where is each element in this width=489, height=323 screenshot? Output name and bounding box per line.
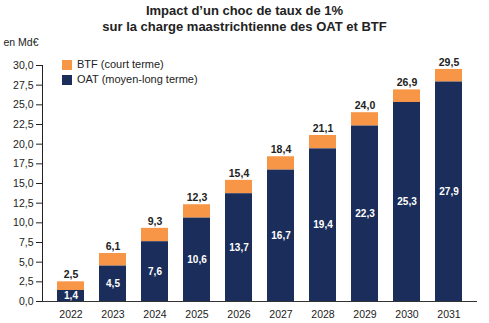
svg-text:22,3: 22,3: [355, 208, 375, 219]
svg-text:26,9: 26,9: [397, 76, 418, 88]
svg-text:2026: 2026: [227, 308, 251, 320]
svg-text:25,3: 25,3: [397, 196, 417, 207]
svg-text:27,9: 27,9: [439, 186, 459, 197]
html-text:sur la charge maastrichtienne: sur la charge maastrichtienne des OAT et…: [102, 19, 387, 34]
svg-text:2029: 2029: [353, 308, 377, 320]
svg-text:17,5: 17,5: [13, 157, 34, 169]
svg-text:10,6: 10,6: [187, 254, 207, 265]
svg-text:2,5: 2,5: [19, 275, 34, 287]
svg-text:2,5: 2,5: [64, 268, 79, 280]
svg-text:1,4: 1,4: [64, 290, 78, 301]
svg-text:15,0: 15,0: [13, 177, 34, 189]
svg-text:2025: 2025: [185, 308, 209, 320]
svg-text:en Md€: en Md€: [4, 36, 39, 48]
svg-text:10,0: 10,0: [13, 216, 34, 228]
svg-text:2030: 2030: [395, 308, 419, 320]
svg-text:18,4: 18,4: [271, 143, 292, 155]
svg-text:2031: 2031: [437, 308, 461, 320]
html-text:OAT (moyen-long terme): OAT (moyen-long terme): [77, 73, 198, 85]
svg-text:25,0: 25,0: [13, 98, 34, 110]
svg-text:2028: 2028: [311, 308, 335, 320]
svg-text:20,0: 20,0: [13, 138, 34, 150]
svg-text:16,7: 16,7: [271, 230, 291, 241]
svg-text:19,4: 19,4: [313, 219, 333, 230]
svg-text:27,5: 27,5: [13, 79, 34, 91]
svg-text:2023: 2023: [101, 308, 125, 320]
svg-text:24,0: 24,0: [355, 99, 376, 111]
svg-text:12,3: 12,3: [187, 191, 208, 203]
svg-text:15,4: 15,4: [229, 167, 250, 179]
svg-text:6,1: 6,1: [106, 240, 121, 252]
svg-text:9,3: 9,3: [148, 215, 163, 227]
svg-text:22,5: 22,5: [13, 118, 34, 130]
html-text:Impact d’un choc de taux de 1%: Impact d’un choc de taux de 1%: [145, 3, 344, 18]
svg-text:29,5: 29,5: [439, 56, 460, 68]
svg-text:12,5: 12,5: [13, 197, 34, 209]
svg-text:30,0: 30,0: [13, 59, 34, 71]
svg-text:7,5: 7,5: [19, 236, 34, 248]
svg-text:2024: 2024: [143, 308, 167, 320]
svg-text:4,5: 4,5: [106, 278, 120, 289]
svg-text:21,1: 21,1: [313, 122, 334, 134]
svg-text:5,0: 5,0: [19, 256, 34, 268]
svg-text:2022: 2022: [59, 308, 83, 320]
svg-text:0,0: 0,0: [19, 295, 34, 307]
svg-text:2027: 2027: [269, 308, 293, 320]
svg-text:13,7: 13,7: [229, 242, 249, 253]
html-text:BTF (court terme): BTF (court terme): [77, 58, 164, 70]
svg-text:7,6: 7,6: [148, 266, 162, 277]
